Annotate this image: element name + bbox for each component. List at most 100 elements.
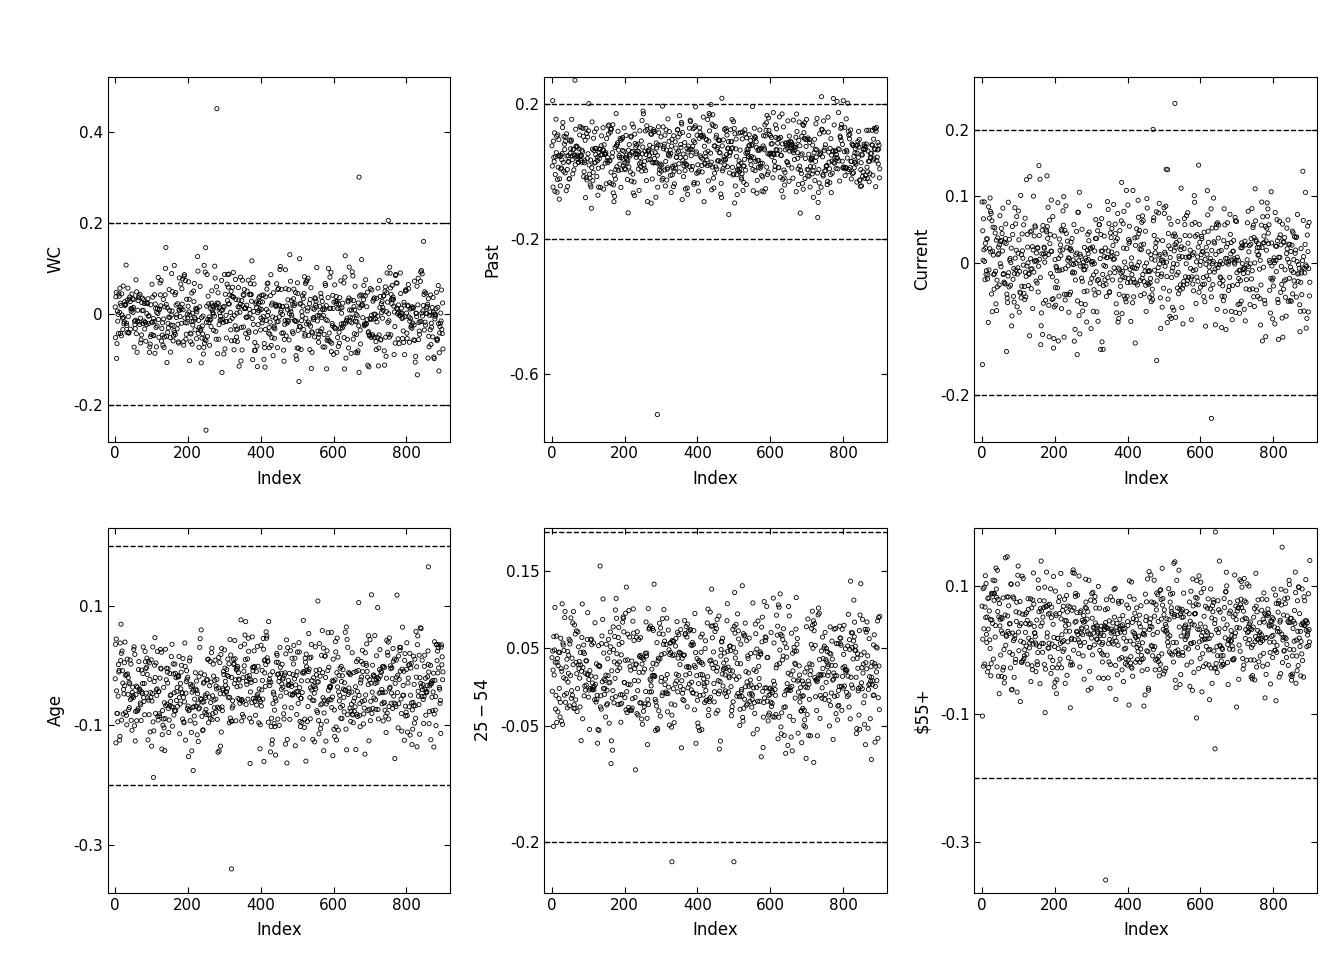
Point [855, 168, 876, 183]
Point [1171, 667, 1192, 683]
Point [1179, 250, 1200, 265]
Point [382, 701, 403, 716]
Point [720, 679, 742, 694]
Point [413, 303, 434, 319]
Point [1025, 274, 1047, 289]
Point [749, 678, 770, 693]
Point [191, 355, 212, 371]
Point [814, 137, 836, 153]
Point [220, 647, 242, 662]
Point [1258, 236, 1279, 252]
Point [387, 301, 409, 317]
Point [556, 162, 578, 178]
Point [223, 290, 245, 305]
Point [179, 353, 200, 369]
Point [1038, 230, 1059, 246]
Point [313, 743, 335, 758]
Point [113, 310, 134, 325]
Point [778, 174, 800, 189]
Point [616, 684, 637, 699]
Point [219, 710, 241, 726]
Point [138, 692, 160, 708]
Point [280, 676, 301, 691]
Point [1180, 584, 1202, 599]
Point [1175, 217, 1196, 232]
Point [1071, 271, 1093, 286]
Point [1164, 610, 1185, 625]
Point [1113, 288, 1134, 303]
Point [199, 338, 220, 353]
Point [208, 317, 230, 332]
Point [151, 321, 172, 336]
Point [1223, 251, 1245, 266]
Point [718, 206, 739, 222]
Point [227, 690, 249, 706]
Point [839, 127, 860, 142]
Point [1009, 264, 1031, 279]
Point [1189, 616, 1211, 632]
Point [413, 287, 434, 302]
Point [108, 688, 129, 704]
Point [692, 109, 714, 125]
Point [1113, 621, 1134, 636]
Point [1082, 256, 1103, 272]
Point [618, 700, 640, 715]
Point [124, 340, 145, 355]
Point [564, 157, 586, 173]
Point [249, 290, 270, 305]
Point [1234, 593, 1255, 609]
Point [699, 694, 720, 709]
Point [708, 609, 730, 624]
Point [323, 288, 344, 303]
Point [348, 595, 370, 611]
Point [356, 284, 378, 300]
Point [1071, 612, 1093, 628]
Point [175, 732, 196, 748]
Point [1185, 296, 1207, 311]
Point [1085, 594, 1106, 610]
Point [613, 158, 634, 174]
Point [1042, 209, 1063, 225]
Point [394, 732, 415, 748]
Point [336, 313, 358, 328]
Point [609, 150, 630, 165]
Point [673, 156, 695, 171]
Point [571, 663, 593, 679]
Point [731, 578, 753, 593]
Point [810, 690, 832, 706]
Point [321, 335, 343, 350]
Point [765, 682, 786, 697]
Point [430, 726, 452, 741]
Point [1271, 310, 1293, 325]
Point [852, 142, 874, 157]
Point [1222, 244, 1243, 259]
Point [1246, 598, 1267, 613]
Point [1284, 274, 1305, 289]
Point [695, 693, 716, 708]
Point [1071, 620, 1093, 636]
Point [767, 131, 789, 146]
Point [313, 300, 335, 316]
Point [1176, 208, 1198, 224]
Point [560, 611, 582, 626]
Point [702, 657, 723, 672]
Point [1052, 598, 1074, 613]
Point [866, 664, 887, 680]
Point [989, 618, 1011, 634]
Point [132, 291, 153, 306]
Point [773, 162, 794, 178]
Point [1077, 612, 1098, 627]
Point [573, 660, 594, 675]
Point [382, 671, 403, 686]
Point [742, 99, 763, 114]
Point [335, 683, 356, 698]
Point [1093, 257, 1114, 273]
Point [382, 660, 403, 676]
Point [300, 280, 321, 296]
Point [702, 108, 723, 123]
Point [833, 647, 855, 662]
Point [1251, 603, 1273, 618]
Point [1121, 660, 1142, 676]
Point [327, 300, 348, 316]
Point [302, 678, 324, 693]
